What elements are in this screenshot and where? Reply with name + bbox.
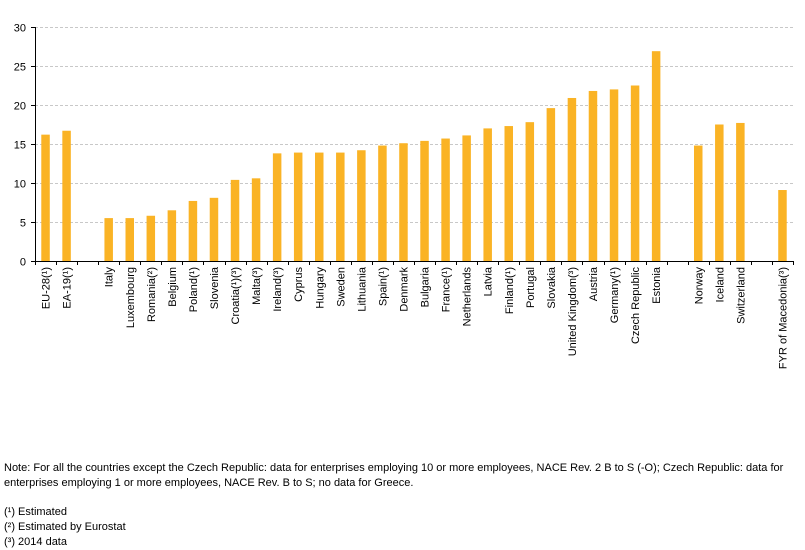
gridlines [35, 27, 793, 223]
bar [378, 145, 387, 261]
x-tick-label: Luxembourg [125, 267, 137, 328]
x-tick-label: Hungary [314, 267, 326, 309]
x-tick-label: Sweden [335, 267, 347, 307]
bar [104, 218, 113, 261]
footnote-2014-data: (³) 2014 data [4, 536, 67, 548]
x-tick-label: Cyprus [293, 267, 305, 302]
x-tick-label: Germany(¹) [609, 267, 621, 323]
y-tick-label: 0 [20, 257, 26, 269]
bar [146, 215, 156, 261]
axes [31, 27, 794, 265]
x-tick-label: Czech Republic [630, 267, 642, 345]
footnote-estimated: (¹) Estimated [4, 506, 67, 518]
y-tick-label: 20 [14, 101, 26, 113]
bar [567, 97, 577, 261]
bar [315, 152, 324, 261]
x-tick-label: Austria [588, 266, 600, 301]
footnote-list: (¹) Estimated (²) Estimated by Eurostat … [4, 505, 794, 550]
x-tick-label: Finland(¹) [504, 267, 516, 314]
x-tick-label: United Kingdom(³) [567, 267, 579, 356]
bar [651, 51, 661, 262]
bar-chart: 0 5 10 15 20 25 30 EU-28(¹) EA-19(¹) Italy Luxemb… [14, 23, 794, 369]
bar [694, 145, 703, 261]
y-tick-label: 15 [14, 140, 26, 152]
x-tick-label: Slovakia [546, 266, 558, 308]
bar [715, 124, 724, 261]
bar [62, 130, 71, 261]
y-tick-label: 5 [20, 218, 26, 230]
y-axis-ticks: 0 5 10 15 20 25 30 [14, 23, 26, 269]
bar [357, 150, 366, 261]
bar [588, 90, 598, 262]
x-tick-label: Lithuania [356, 266, 368, 312]
bar [778, 190, 787, 261]
x-tick-label: Slovenia [209, 266, 221, 309]
x-tick-label: Ireland(³) [272, 267, 284, 312]
y-tick-label: 30 [14, 23, 26, 35]
bar [125, 218, 134, 261]
x-tick-label: Croatia(¹)(³) [230, 267, 242, 324]
y-tick-label: 10 [14, 179, 26, 191]
bar [336, 152, 345, 261]
note-text: Note: For all the countries except the C… [4, 462, 784, 489]
x-tick-label: EU-28(¹) [41, 267, 53, 309]
bar [188, 200, 198, 261]
x-tick-label: Romania(²) [146, 267, 158, 322]
bar [167, 210, 177, 261]
bar [230, 179, 240, 261]
bar [483, 128, 492, 261]
x-tick-label: Italy [104, 267, 116, 288]
bar [251, 178, 261, 261]
bar [441, 138, 450, 261]
x-tick-label: Netherlands [462, 267, 474, 327]
x-tick-label: Bulgaria [420, 266, 432, 307]
x-tick-label: Spain(¹) [377, 267, 389, 306]
bar [609, 89, 619, 262]
bar [399, 143, 408, 261]
bar [736, 122, 745, 261]
bar [41, 134, 50, 261]
bar [546, 108, 556, 262]
x-tick-label: EA-19(¹) [62, 267, 74, 309]
x-tick-label: Poland(¹) [188, 267, 200, 312]
x-tick-label: Malta(³) [251, 267, 263, 305]
bar [462, 135, 471, 261]
footnote-estimated-by-eurostat: (²) Estimated by Eurostat [4, 521, 126, 533]
x-tick-label: Iceland [714, 267, 726, 302]
bar [630, 85, 640, 261]
x-tick-label: Denmark [398, 267, 410, 312]
bar [420, 140, 429, 261]
bar [272, 153, 282, 261]
x-tick-label: Latvia [483, 266, 495, 296]
bar [504, 126, 513, 261]
bars [41, 51, 787, 262]
x-tick-label: France(¹) [441, 267, 453, 312]
bar [525, 122, 535, 261]
x-tick-label: Switzerland [735, 267, 747, 324]
x-axis-labels: EU-28(¹) EA-19(¹) Italy Luxembourg Romania(²… [41, 266, 790, 369]
x-tick-label: Portugal [525, 267, 537, 308]
x-tick-label: FYR of Macedonia(³) [777, 267, 789, 369]
x-tick-label: Norway [693, 267, 705, 305]
x-tick-label: Belgium [167, 267, 179, 307]
bar [209, 197, 219, 261]
bar [293, 152, 303, 261]
x-tick-label: Estonia [651, 266, 663, 304]
notes: Note: For all the countries except the C… [4, 461, 794, 550]
y-tick-label: 25 [14, 62, 26, 74]
